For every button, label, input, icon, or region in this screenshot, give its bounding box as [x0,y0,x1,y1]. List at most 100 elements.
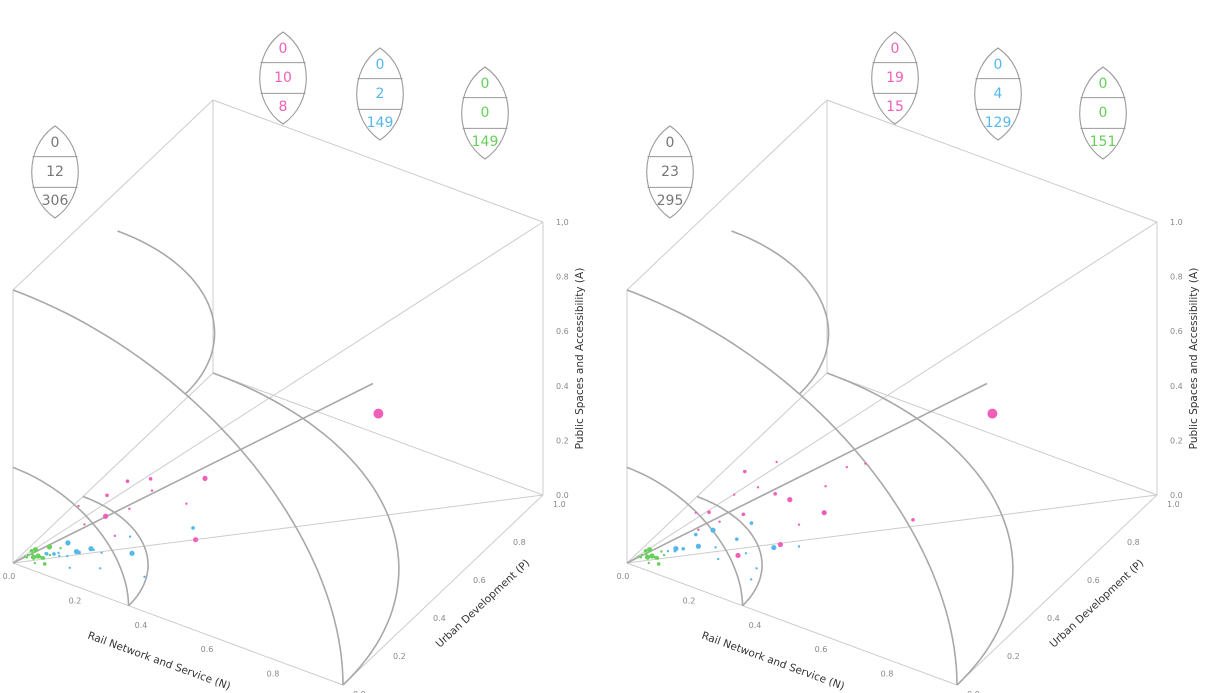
data-point-pink [105,493,109,498]
x-axis-label: Rail Network and Service (N) [86,630,232,693]
z-tick-label: 0.6 [1170,327,1183,336]
badge-value: 0 [666,135,675,151]
chart-panel-left: 0.00.20.40.60.81.00.00.20.40.60.81.00.00… [3,31,586,693]
z-tick-label: 0.0 [1170,491,1183,500]
data-point-green [31,552,34,556]
y-tick-label: 0.4 [433,614,446,623]
data-point-pink [103,513,109,519]
badge-value: 0 [1099,105,1108,121]
y-tick-label: 0.8 [513,538,526,547]
scatter-points [23,475,208,579]
data-point-green [42,562,47,566]
y-tick-label: 0.8 [1127,538,1140,547]
z-tick-label: 0.0 [556,491,569,500]
z-axis-label: Public Spaces and Accessibility (A) [574,268,586,450]
data-point-blue [771,544,777,551]
data-point-pink [864,462,867,465]
badge-value: 0 [1099,76,1108,92]
apex-arc [731,230,830,395]
data-point-green [645,552,648,556]
data-point-green [655,556,660,560]
data-point-green [30,554,37,560]
highlight-point [373,408,384,419]
data-point-blue [99,567,102,570]
data-point-green [33,561,36,565]
data-point-blue [88,546,94,552]
y-tick-label: 1.0 [1167,500,1180,509]
data-point-green [637,555,641,558]
data-point-pink [193,537,199,543]
outer-arc-xz [626,289,958,686]
inner-arc-xz [12,466,130,606]
z-tick-label: 0.2 [556,436,569,445]
diagonal-line [12,382,374,564]
count-badge-pink: 0 10 8 [259,31,307,125]
badge-value: 295 [657,193,684,209]
badge-value: 149 [367,115,394,131]
x-tick-label: 0.8 [881,670,894,679]
y-tick-label: 0.6 [473,576,486,585]
data-point-pink [775,460,778,464]
x-tick-label: 0.6 [815,645,828,654]
data-point-blue [73,549,80,555]
data-point-pink [741,512,746,517]
z-tick-label: 0.2 [1170,436,1183,445]
data-point-green [25,556,29,559]
z-tick-label: 0.6 [556,327,569,336]
data-point-pink [185,502,188,505]
data-point-blue [143,575,146,579]
data-point-green [662,553,666,557]
data-point-blue [68,566,72,569]
badge-value: 0 [376,57,385,73]
data-point-blue [735,537,739,541]
data-point-blue [750,578,753,581]
badge-value: 0 [481,105,490,121]
badge-value: 129 [985,115,1012,131]
data-point-pink [773,492,777,496]
inner-arc-xy [82,495,149,607]
data-point-green [646,547,653,553]
data-point-green [46,544,53,550]
data-point-pink [202,475,208,481]
data-point-pink [733,493,736,496]
x-tick-label: 0.8 [267,670,280,679]
data-point-green [644,554,651,560]
data-point-pink [148,477,153,481]
data-point-green [643,549,648,553]
badge-value: 10 [274,70,292,86]
data-point-blue [681,546,685,551]
y-tick-label: 0.2 [393,652,406,661]
count-badge-blue: 0 4 129 [974,47,1022,141]
data-point-pink [821,510,827,516]
data-point-green [41,556,46,560]
data-point-green [59,547,62,550]
data-point-blue [694,532,698,537]
y-tick-label: 0.0 [967,690,980,693]
data-point-pink [787,497,793,503]
y-tick-label: 0.2 [1007,652,1020,661]
badge-value: 19 [886,70,904,86]
data-point-blue [129,550,135,556]
data-point-pink [125,479,130,484]
scatter-points [637,460,915,581]
data-point-pink [824,485,827,488]
highlight-point [987,408,998,419]
z-tick-label: 0.8 [1170,273,1183,282]
outer-arc-xy [826,372,1014,686]
z-tick-label: 0.8 [556,273,569,282]
data-point-pink [743,469,747,474]
data-point-blue [710,527,716,533]
data-point-blue [744,552,748,555]
data-point-pink [707,510,711,514]
bounding-box [12,99,544,686]
count-badge-green: 0 0 149 [461,66,509,160]
z-tick-label: 0.4 [1170,382,1183,391]
data-point-blue [755,567,758,570]
data-point-blue [797,545,801,548]
badge-value: 0 [279,41,288,57]
data-point-green [656,562,661,566]
data-point-green [35,553,41,559]
badge-value: 8 [279,99,288,115]
data-point-blue [100,551,103,554]
inner-arc-xy [696,495,763,607]
